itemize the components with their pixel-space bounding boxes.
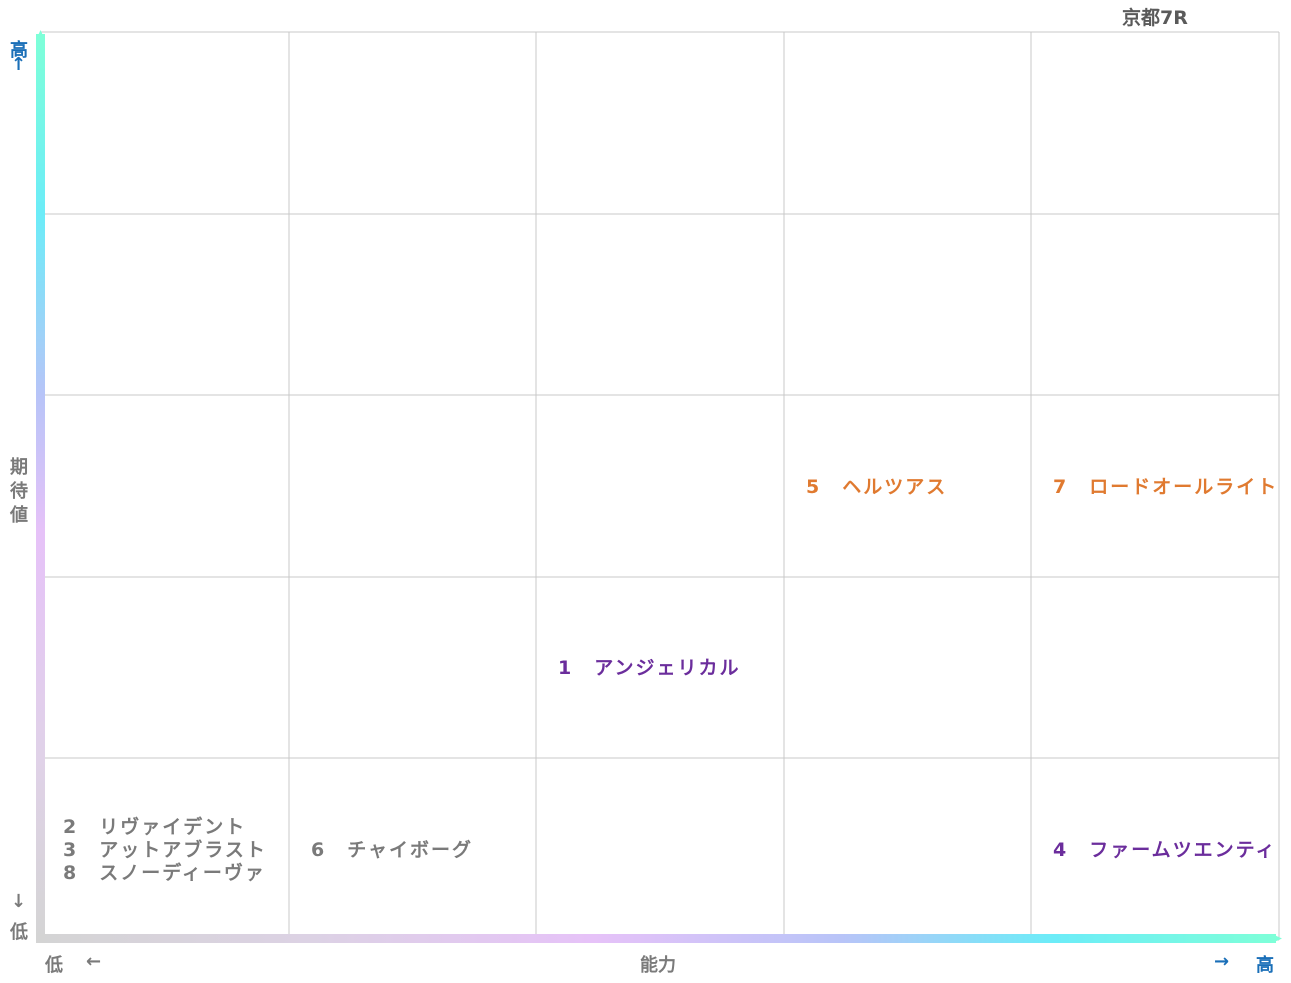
horse-entry-line: 6 チャイボーグ (311, 838, 474, 861)
horse-entry: 7 ロードオールライト (1053, 476, 1278, 499)
horse-entry-line: 2 リヴァイデント (63, 815, 247, 838)
horse-entry-line: 7 ロードオールライト (1053, 475, 1279, 498)
y-axis-low-label: 低 (10, 922, 28, 943)
x-axis-low-label: 低 (45, 955, 63, 976)
horse-entry-line: 8 スノーディーヴァ (63, 861, 266, 884)
x-axis-high-label: 高 (1256, 955, 1274, 976)
horse-entry: 1 アンジェリカル (558, 657, 740, 680)
y-axis-label-char: 待 (10, 481, 28, 502)
y-axis-high-label: 高 (10, 40, 28, 61)
y-axis-high-arrow: ↑ (11, 54, 27, 75)
x-axis-low-arrow: ← (86, 951, 102, 972)
y-axis-label-char: 値 (10, 505, 28, 526)
y-axis-low-arrow: ↓ (11, 891, 27, 912)
horse-entry-line: 4 ファームツエンティ (1053, 838, 1277, 861)
horse-entry: 2 リヴァイデント 3 アットアブラスト 8 スノーディーヴァ (63, 816, 267, 885)
horse-entry: 4 ファームツエンティ (1053, 839, 1277, 862)
horse-entry-line: 5 ヘルツアス (806, 475, 948, 498)
y-axis-arrowhead (36, 30, 45, 40)
x-axis-high-arrow: → (1214, 951, 1230, 972)
horse-entry-line: 3 アットアブラスト (63, 838, 267, 861)
x-axis-arrowhead (1272, 934, 1282, 943)
y-axis-label-char: 期 (10, 457, 28, 478)
horse-entry-line: 1 アンジェリカル (558, 657, 741, 679)
horse-entry: 5 ヘルツアス (806, 476, 947, 499)
x-axis-bar (36, 934, 1276, 943)
chart-title: 京都7R (1122, 7, 1188, 29)
horse-entry: 6 チャイボーグ (311, 839, 473, 862)
x-axis-label: 能力 (640, 955, 676, 976)
y-axis-bar (36, 34, 45, 940)
